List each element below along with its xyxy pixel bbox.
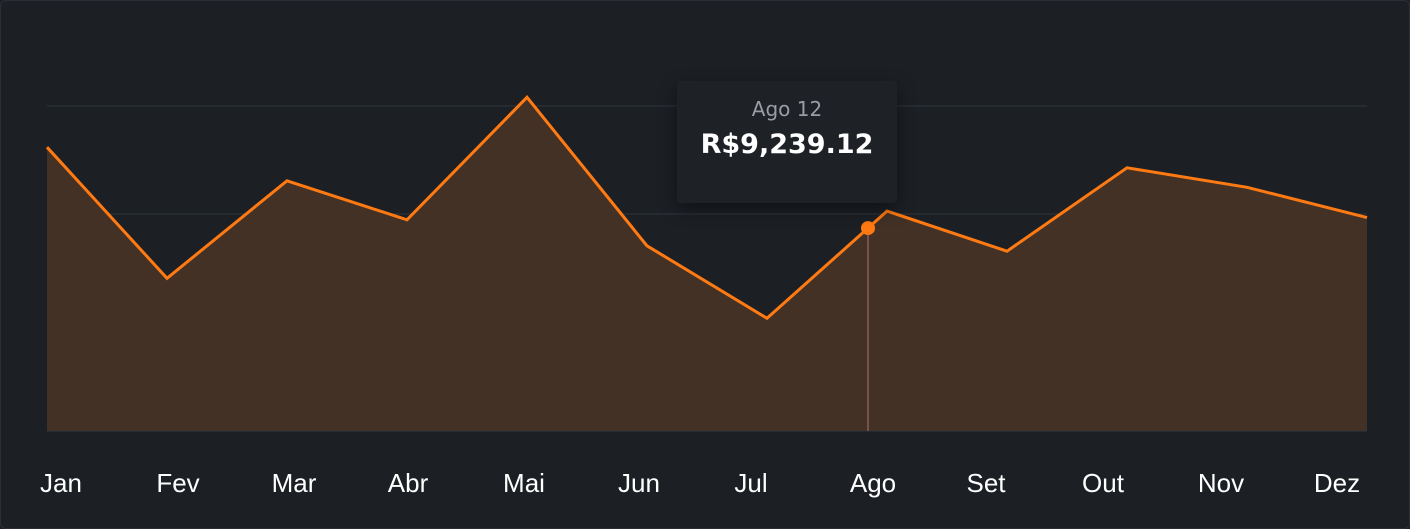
- series-line: [45, 95, 1368, 321]
- x-tick-label-ago: Ago: [850, 468, 896, 498]
- x-tick-label-fev: Fev: [156, 468, 199, 498]
- x-tick-label-jun: Jun: [618, 468, 660, 498]
- area-fill: [47, 97, 1367, 432]
- tooltip-date: Ago 12: [751, 97, 823, 121]
- x-tick-label-set: Set: [966, 468, 1006, 498]
- x-tick-label-out: Out: [1082, 468, 1125, 498]
- x-tick-label-jan: Jan: [40, 468, 82, 498]
- x-tick-label-jul: Jul: [734, 468, 767, 498]
- x-tick-label-mar: Mar: [272, 468, 317, 498]
- x-tick-label-nov: Nov: [1198, 468, 1244, 498]
- month-labels: Jan Fev Mar Abr Mai Jun Jul Ago Set Out Nov Dez: [40, 468, 1360, 498]
- value-tooltip: Ago 12 R$9,239.12: [677, 81, 897, 203]
- tooltip-value: R$9,239.12: [700, 129, 874, 160]
- x-tick-label-mai: Mai: [503, 468, 545, 498]
- highlight-point[interactable]: [861, 221, 875, 236]
- area-layer: [45, 95, 1368, 432]
- x-tick-label-abr: Abr: [388, 468, 429, 498]
- marker-layer: [861, 221, 875, 431]
- x-tick-label-dez: Dez: [1314, 468, 1360, 498]
